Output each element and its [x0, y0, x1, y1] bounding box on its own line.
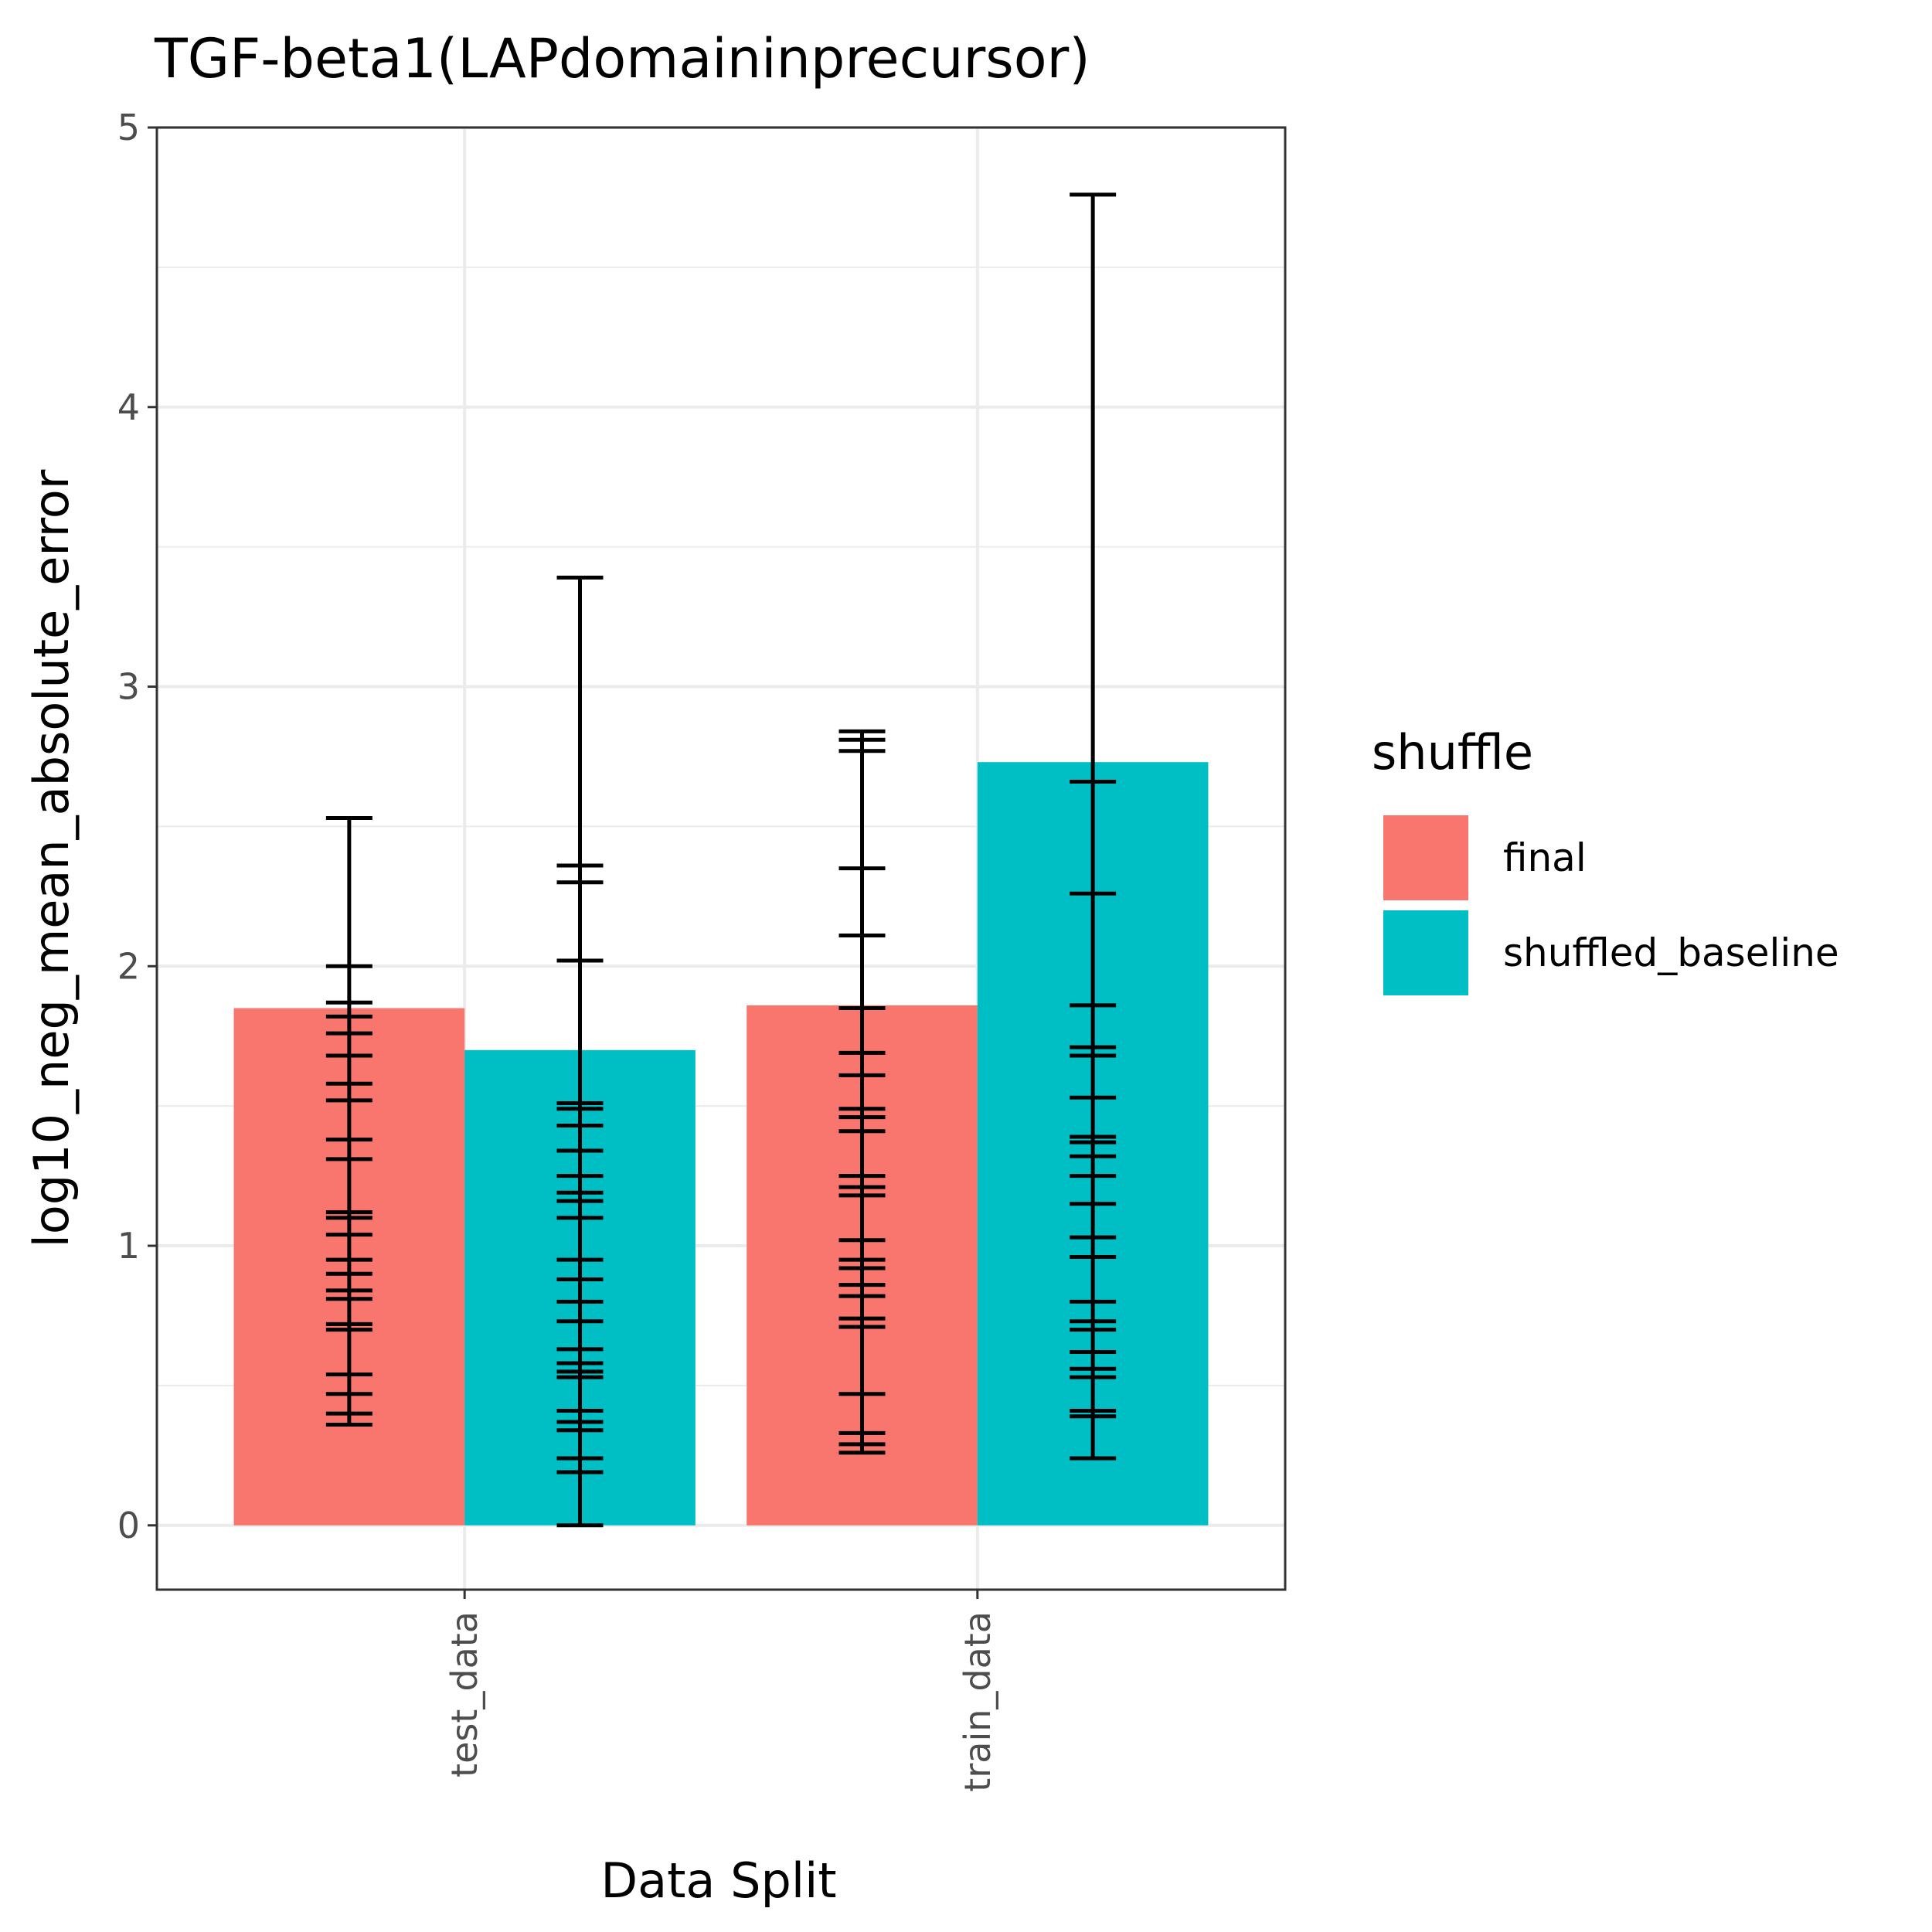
- axis-layer: 0 1 2 3 4 5 test_data train_data: [117, 107, 998, 1792]
- legend: shuffle final shuffled_baseline: [1372, 724, 1839, 995]
- legend-label-shuffled_baseline: shuffled_baseline: [1503, 930, 1839, 975]
- y-tick-label: 0: [117, 1505, 140, 1546]
- x-tick-label: train_data: [957, 1611, 998, 1792]
- legend-label-final: final: [1503, 835, 1587, 880]
- y-tick-label: 3: [117, 666, 140, 708]
- y-tick-label: 1: [117, 1225, 140, 1267]
- y-tick-label: 2: [117, 945, 140, 987]
- x-tick-label: test_data: [444, 1611, 485, 1777]
- y-tick-label: 4: [117, 386, 140, 428]
- y-axis-title: log10_neg_mean_absolute_error: [23, 469, 80, 1247]
- x-axis-title: Data Split: [600, 1852, 836, 1909]
- panel-border: [155, 126, 1287, 1591]
- legend-title: shuffle: [1372, 724, 1533, 781]
- y-tick-label: 5: [117, 107, 140, 148]
- error-layer: [325, 192, 1117, 1528]
- chart-title: TGF-beta1(LAPdomaininprecursor): [154, 27, 1090, 90]
- legend-key-final: [1383, 815, 1468, 900]
- legend-key-shuffled_baseline: [1383, 910, 1468, 995]
